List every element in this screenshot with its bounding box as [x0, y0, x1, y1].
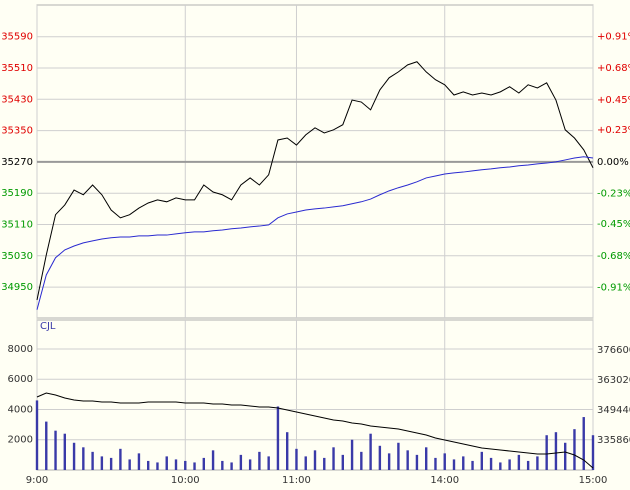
y2-tick-label: 349440 [597, 405, 630, 416]
y-tick-label: 35430 [1, 94, 33, 105]
x-tick-label: 10:00 [171, 475, 200, 486]
volume-bar [119, 448, 122, 470]
y-tick-label: 2000 [8, 435, 33, 446]
y2-tick-label: -0.68% [597, 251, 630, 262]
y-tick-label: 6000 [8, 374, 33, 385]
volume-bar [45, 421, 48, 470]
volume-bar [202, 457, 205, 470]
volume-bar [156, 462, 159, 470]
volume-title: CJL [40, 321, 56, 332]
volume-bar [258, 451, 261, 470]
volume-bar [526, 460, 530, 470]
y2-tick-label: 0.00% [597, 157, 629, 168]
volume-bar [536, 456, 539, 470]
volume-bar [397, 442, 400, 470]
y-tick-label: 35110 [1, 219, 33, 230]
volume-bar [137, 453, 141, 470]
volume-bar [323, 457, 326, 470]
volume-bar [193, 462, 196, 470]
volume-bar [434, 457, 437, 470]
y-tick-label: 35030 [1, 251, 33, 262]
series-line [36, 61, 594, 301]
volume-bar [313, 450, 317, 470]
volume-bar [248, 459, 252, 470]
volume-bar [350, 439, 354, 470]
volume-bar [147, 460, 150, 470]
volume-bar [211, 450, 215, 470]
volume-bar [230, 462, 233, 470]
volume-bar [369, 433, 372, 470]
volume-bar [480, 451, 483, 470]
y2-tick-label: +0.68% [597, 63, 630, 74]
x-tick-label: 15:00 [579, 475, 608, 486]
y-tick-label: 35270 [1, 157, 33, 168]
volume-bar [452, 459, 456, 470]
volume-bar [582, 417, 585, 470]
y2-tick-label: -0.45% [597, 219, 630, 230]
y-tick-label: 34950 [1, 282, 33, 293]
y-tick-label: 35350 [1, 126, 33, 137]
series-line [36, 156, 594, 310]
volume-bar [239, 454, 243, 470]
y-tick-label: 35590 [1, 32, 33, 43]
volume-bar [462, 456, 465, 470]
volume-bar [443, 453, 446, 470]
y2-tick-label: -0.23% [597, 189, 630, 200]
volume-bar [425, 447, 428, 470]
volume-bar [564, 442, 567, 470]
volume-bar [54, 430, 57, 470]
x-tick-label: 11:00 [282, 475, 311, 486]
y2-tick-label: 376600 [597, 345, 630, 356]
volume-bar [332, 447, 335, 470]
volume-bar [295, 448, 298, 470]
x-tick-label: 9:00 [26, 475, 48, 486]
volume-bar [100, 456, 104, 470]
volume-bar [508, 459, 511, 470]
volume-bar [82, 447, 85, 470]
volume-bar [221, 460, 224, 470]
volume-bar [63, 433, 66, 470]
volume-bar [91, 451, 94, 470]
volume-bar [378, 445, 382, 470]
volume-bar [276, 406, 280, 470]
volume-bar [165, 456, 168, 470]
volume-bar [286, 432, 289, 470]
volume-bar [489, 457, 493, 470]
volume-bar [174, 459, 178, 470]
volume-frame [36, 319, 594, 471]
volume-bar [545, 435, 548, 470]
volume-bar [499, 462, 502, 470]
volume-bar [72, 442, 76, 470]
volume-bar [471, 460, 474, 470]
x-tick-label: 14:00 [430, 475, 459, 486]
volume-bar [387, 453, 391, 470]
volume-bar [128, 459, 131, 470]
y2-tick-label: -0.91% [597, 283, 630, 294]
volume-bar [341, 454, 344, 470]
volume-bar [360, 451, 363, 470]
y2-tick-label: 335860 [597, 435, 630, 446]
series-line [36, 392, 594, 469]
volume-bar [517, 454, 521, 470]
y-tick-label: 35190 [1, 188, 33, 199]
y-tick-label: 35510 [1, 63, 33, 74]
volume-bar [591, 435, 595, 470]
volume-bar [554, 432, 558, 470]
volume-bar [415, 454, 419, 470]
y2-tick-label: +0.91% [597, 31, 630, 42]
volume-bar [35, 400, 39, 470]
volume-bar [184, 460, 187, 470]
y-tick-label: 8000 [8, 344, 33, 355]
y2-tick-label: +0.45% [597, 95, 630, 106]
y-tick-label: 4000 [8, 404, 33, 415]
y2-tick-label: 363020 [597, 375, 630, 386]
volume-bar [573, 429, 576, 470]
volume-bar [109, 457, 113, 470]
volume-bar [304, 456, 307, 470]
y2-tick-label: +0.23% [597, 125, 630, 136]
volume-bar [267, 456, 270, 470]
volume-bar [406, 450, 409, 470]
